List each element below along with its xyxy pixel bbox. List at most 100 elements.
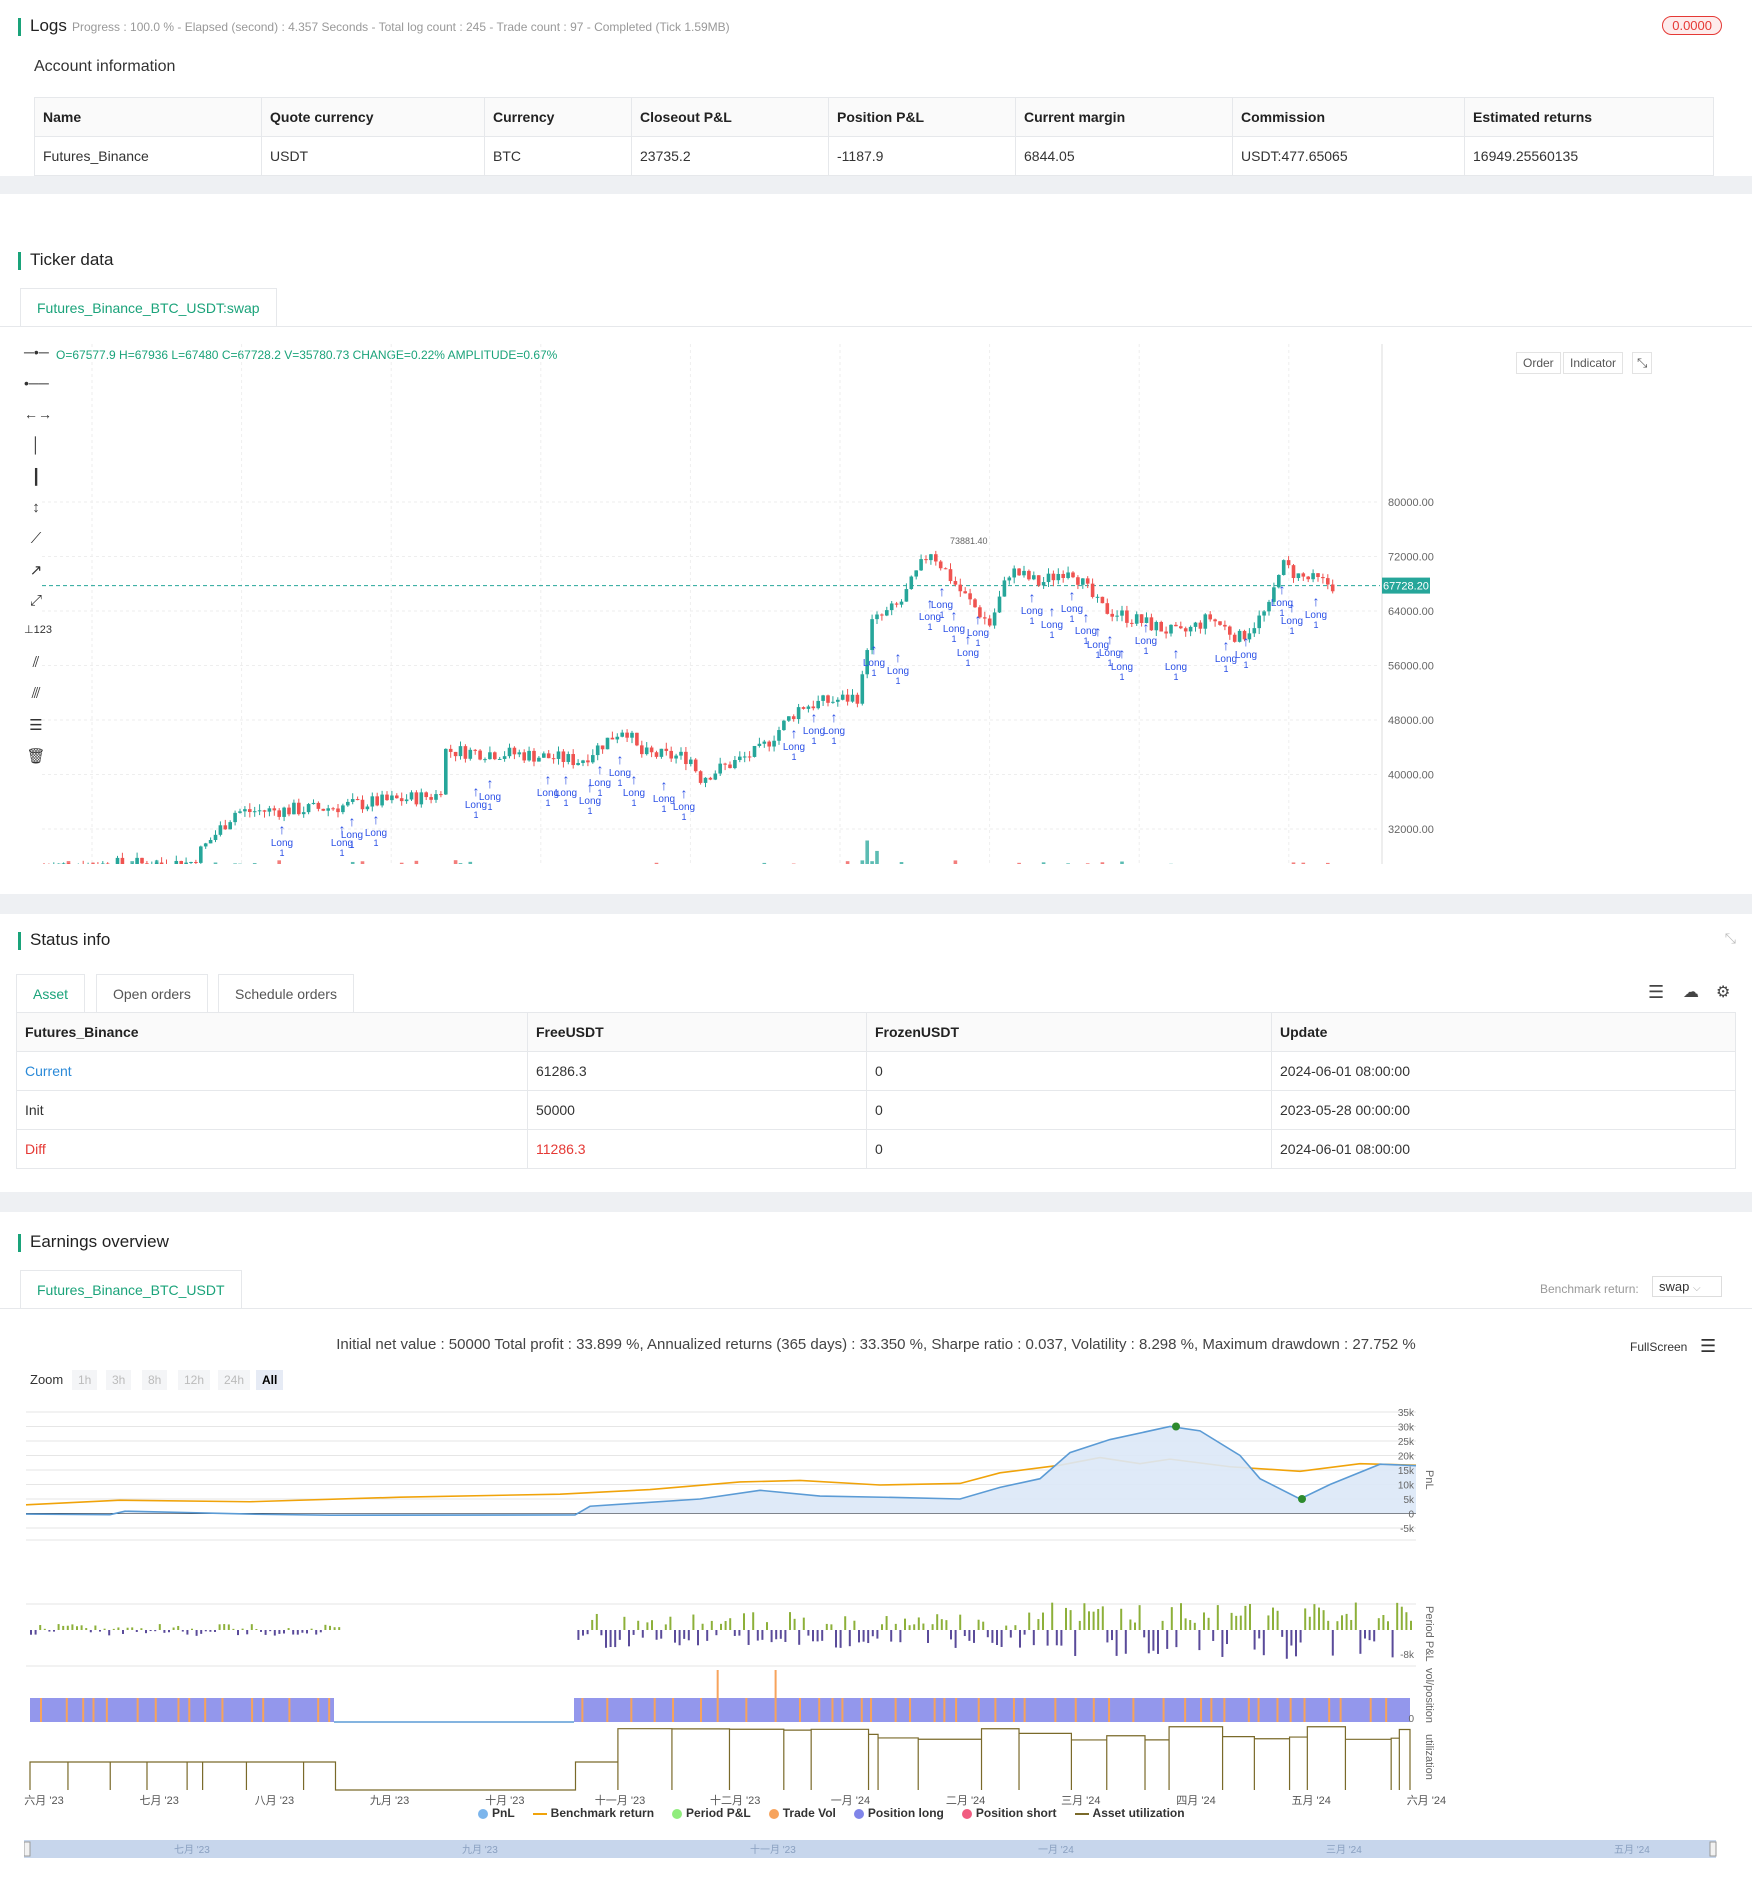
legend-label: Trade Vol [782, 1806, 836, 1820]
position-long-band [30, 1698, 334, 1722]
tool-ray-icon[interactable]: ↗ [29, 562, 43, 579]
account-col-position: Position P&L [828, 97, 1016, 137]
order-button[interactable]: Order [1516, 352, 1561, 374]
tool-pitchfork-icon[interactable]: ⫻ [31, 685, 41, 702]
time-tick-label: 四月 '24 [1176, 1795, 1215, 1807]
long-signal-count: 1 [965, 658, 970, 668]
fullscreen-button[interactable]: FullScreen [1630, 1340, 1688, 1354]
candle-body [478, 750, 482, 760]
collapse-icon[interactable]: ⤡ [1724, 930, 1736, 946]
candle-body [527, 750, 531, 761]
expand-icon[interactable]: ⤡ [1632, 352, 1653, 374]
period-pnl-bar [1101, 1606, 1104, 1630]
menu-icon[interactable]: ☰ [1700, 1336, 1717, 1356]
candle-body [556, 751, 561, 759]
legend-item[interactable]: Position long [853, 1806, 944, 1820]
benchmark-value: swap [1659, 1279, 1690, 1294]
tool-extended-line-icon[interactable]: ←→ [24, 406, 52, 422]
cloud-icon[interactable]: ☁ [1683, 984, 1699, 1001]
period-pnl-bar [338, 1627, 341, 1630]
long-signal-arrow: ↑ [487, 775, 494, 791]
benchmark-select[interactable]: swap ⌵ [1652, 1276, 1722, 1297]
candle-body [1218, 621, 1222, 625]
tool-trend-line-icon[interactable]: ⟋ [30, 530, 42, 547]
period-pnl-bar [821, 1630, 824, 1641]
candle-body [904, 589, 909, 602]
zoom-8h[interactable]: 8h [142, 1370, 168, 1390]
period-pnl-bar [1124, 1630, 1127, 1654]
period-pnl-bar [301, 1630, 304, 1633]
period-pnl-bar [862, 1630, 865, 1642]
legend-item[interactable]: Benchmark return [532, 1806, 654, 1820]
tool-vertical-line-icon[interactable]: │ [31, 437, 41, 454]
period-pnl-bar [1078, 1620, 1081, 1630]
tab-asset[interactable]: Asset [16, 974, 86, 1013]
period-pnl-bar [871, 1630, 874, 1637]
navigator-right-handle[interactable] [1709, 1841, 1717, 1857]
tool-segment-icon[interactable]: ⤢ [29, 592, 42, 609]
period-pnl-bar [595, 1613, 598, 1630]
account-cell: Futures_Binance [34, 136, 262, 176]
trade-vol-bar [831, 1698, 834, 1722]
legend-item[interactable]: PnL [478, 1806, 515, 1820]
legend-item[interactable]: Trade Vol [768, 1806, 836, 1820]
long-signal-arrow: ↑ [1289, 599, 1296, 615]
row-label-current[interactable]: Current [16, 1051, 528, 1091]
legend-item[interactable]: Period P&L [672, 1806, 751, 1820]
navigator-scrollbar[interactable]: 七月 '23 九月 '23 十一月 '23 一月 '24 三月 '24 五月 '24 [24, 1838, 1736, 1860]
candle-body [1223, 624, 1227, 627]
candle-body [610, 737, 615, 740]
tool-horizontal-ray-icon[interactable]: •── [24, 375, 49, 391]
period-pnl-bar [798, 1630, 801, 1645]
period-pnl-bar [609, 1630, 612, 1648]
tab-schedule-orders[interactable]: Schedule orders [218, 974, 354, 1013]
period-pnl-bar [1368, 1630, 1371, 1641]
navigator-left-handle[interactable] [24, 1841, 31, 1857]
volume-bar [1017, 862, 1021, 864]
settings-gear-icon[interactable]: ⚙ [1716, 984, 1731, 1001]
long-signal-arrow: ↑ [349, 813, 356, 829]
earnings-chart[interactable]: 35k 30k 25k 20k 15k 10k 5k 0 -5k PnL Period P&L -8k… [0, 1400, 1752, 1840]
period-pnl-bar [623, 1616, 626, 1630]
long-signal-arrow: ↑ [1029, 589, 1036, 605]
candle-body [184, 862, 188, 864]
period-axis-label: Period P&L [1423, 1606, 1435, 1662]
zoom-12h[interactable]: 12h [178, 1370, 211, 1390]
period-pnl-bar [1235, 1615, 1238, 1630]
period-pnl-bar [963, 1630, 966, 1637]
period-pnl-bar [145, 1630, 147, 1634]
period-pnl-bar [977, 1619, 980, 1630]
zoom-1h[interactable]: 1h [72, 1370, 98, 1390]
candle-body [811, 706, 816, 709]
candle-body [855, 694, 860, 704]
period-pnl-bar [802, 1617, 805, 1630]
tool-vertical-extended-icon[interactable]: ↕ [32, 499, 40, 516]
tool-horizontal-line-icon[interactable]: ─•─ [24, 344, 49, 360]
legend-item[interactable]: Position short [961, 1806, 1057, 1820]
legend-item[interactable]: Asset utilization [1074, 1806, 1185, 1820]
candle-body [61, 863, 66, 864]
tool-delete-icon[interactable]: 🗑 [26, 748, 46, 765]
tool-fib-levels-icon[interactable]: ☰ [29, 717, 43, 734]
tab-open-orders[interactable]: Open orders [96, 974, 208, 1013]
indicator-button[interactable]: Indicator [1563, 352, 1624, 374]
navigator-range[interactable] [24, 1840, 1716, 1858]
tab-ticker-symbol[interactable]: Futures_Binance_BTC_USDT:swap [20, 288, 277, 327]
zoom-3h[interactable]: 3h [106, 1370, 132, 1390]
long-signal-label: Long [1165, 662, 1187, 673]
tool-parallel-channel-icon[interactable]: ⫽ [32, 654, 40, 671]
trade-vol-bar [105, 1698, 108, 1722]
period-pnl-bar [669, 1616, 672, 1630]
period-pnl-bar [1267, 1615, 1270, 1630]
period-pnl-bar [1258, 1630, 1261, 1639]
zoom-all[interactable]: All [256, 1370, 284, 1390]
period-pnl-bar [1304, 1608, 1307, 1630]
period-pnl-bar [899, 1630, 902, 1643]
period-pnl-bar [766, 1622, 768, 1630]
tool-vertical-ray-icon[interactable]: ┃ [31, 469, 41, 486]
list-icon[interactable]: ☰ [1648, 982, 1665, 1002]
zoom-24h[interactable]: 24h [218, 1370, 251, 1390]
candlestick-chart[interactable]: ↑Long1↑Long1↑Long1↑Long1↑Long1↑Long1↑Lon… [0, 344, 1752, 864]
tab-earnings-symbol[interactable]: Futures_Binance_BTC_USDT [20, 1270, 242, 1309]
tool-price-label-icon[interactable]: ⊥123 [24, 624, 52, 636]
